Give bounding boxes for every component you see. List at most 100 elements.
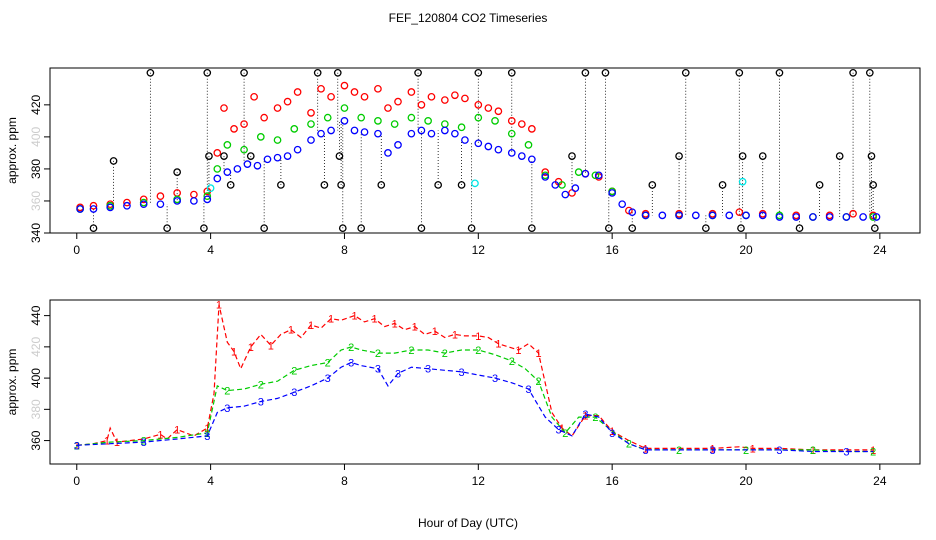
- top-panel: 0 4 8 12 16 20 24 340 380 420 360 400 approx. ppm: [5, 67, 921, 257]
- point-series-qc: [648, 181, 657, 189]
- marker-series-2: 2: [475, 345, 481, 357]
- marker-series-3: 3: [141, 437, 147, 449]
- x-tick-label: 8: [341, 474, 348, 488]
- point-series-3: [618, 200, 627, 209]
- marker-series-3: 3: [492, 373, 498, 385]
- marker-series-1: 1: [231, 347, 237, 359]
- point-series-3: [213, 174, 222, 183]
- point-series-qc: [681, 68, 690, 77]
- x-tick-label: 20: [739, 474, 753, 488]
- point-series-1: [327, 92, 335, 101]
- point-series-qc: [109, 157, 118, 165]
- point-series-3: [173, 197, 182, 205]
- point-series-3: [725, 211, 734, 220]
- point-series-qc: [313, 68, 322, 77]
- marker-series-1: 1: [104, 436, 110, 448]
- point-series-qc: [226, 181, 235, 189]
- point-series-qc: [200, 224, 208, 233]
- point-series-3: [340, 117, 349, 125]
- y-minor-tick-label: 360: [29, 191, 43, 211]
- point-series-2: [357, 113, 366, 122]
- point-series-2: [507, 129, 516, 138]
- point-series-qc: [835, 152, 844, 160]
- marker-series-1: 1: [372, 314, 378, 326]
- point-series-1: [220, 104, 228, 112]
- marker-series-1: 1: [432, 326, 438, 338]
- marker-series-2: 2: [743, 445, 749, 457]
- point-series-qc: [146, 68, 155, 77]
- point-series-3: [106, 203, 115, 212]
- marker-series-2: 2: [348, 342, 354, 354]
- x-tick-label: 16: [605, 243, 619, 257]
- point-series-qc: [205, 152, 213, 160]
- y-tick-label: 440: [29, 305, 43, 325]
- point-series-qc: [601, 68, 610, 77]
- point-series-1: [527, 125, 536, 133]
- point-series-qc: [527, 224, 536, 233]
- point-series-qc: [457, 181, 466, 189]
- point-series-1: [384, 104, 392, 112]
- point-series-1: [451, 91, 459, 100]
- marker-series-2: 2: [375, 348, 381, 360]
- point-series-2: [340, 104, 349, 112]
- point-series-qc: [89, 224, 98, 233]
- point-series-qc: [870, 224, 879, 233]
- point-series-2: [474, 113, 483, 122]
- marker-series-1: 1: [204, 423, 210, 435]
- point-series-3: [360, 128, 369, 136]
- point-series-3: [842, 213, 851, 221]
- point-series-2: [273, 136, 282, 144]
- point-series-qc: [581, 68, 590, 77]
- marker-series-2: 2: [224, 386, 230, 398]
- point-series-1: [139, 195, 148, 204]
- marker-series-1: 1: [515, 345, 521, 357]
- chart-title: FEF_120804 CO2 Timeseries: [389, 11, 548, 25]
- point-series-2: [223, 141, 232, 149]
- point-series-1: [427, 92, 436, 101]
- y-minor-tick-label: 400: [29, 127, 43, 147]
- point-series-2: [374, 117, 382, 125]
- marker-series-3: 3: [525, 384, 531, 396]
- point-series-3: [350, 126, 359, 135]
- point-series-qc: [467, 224, 476, 233]
- point-series-3: [872, 213, 881, 221]
- point-series-2: [574, 168, 583, 176]
- marker-series-2: 2: [442, 348, 448, 360]
- point-series-qc: [320, 181, 329, 189]
- y-minor-tick-label: 380: [29, 399, 43, 419]
- marker-series-3: 3: [609, 428, 615, 440]
- point-series-cal: [738, 177, 747, 186]
- point-series-1: [517, 120, 526, 128]
- marker-series-1: 1: [392, 318, 398, 330]
- point-series-qc: [867, 152, 876, 160]
- marker-series-1: 1: [74, 440, 80, 452]
- point-series-2: [591, 171, 600, 180]
- point-series-3: [561, 190, 570, 199]
- point-series-1: [735, 208, 744, 217]
- point-series-3: [253, 161, 262, 170]
- marker-series-3: 3: [395, 368, 401, 380]
- marker-series-1: 1: [475, 331, 481, 343]
- point-series-3: [809, 213, 817, 221]
- point-series-1: [273, 104, 282, 112]
- marker-series-2: 2: [810, 445, 816, 457]
- point-series-qc: [737, 224, 745, 233]
- point-series-3: [223, 168, 232, 176]
- point-series-3: [494, 145, 503, 154]
- point-series-1: [494, 107, 503, 116]
- point-series-2: [424, 117, 432, 125]
- marker-series-3: 3: [74, 440, 80, 452]
- point-series-3: [594, 171, 603, 180]
- x-tick-label: 4: [207, 243, 214, 257]
- point-series-1: [213, 149, 222, 157]
- point-series-2: [307, 120, 315, 128]
- point-series-1: [461, 94, 469, 103]
- marker-series-3: 3: [643, 445, 649, 457]
- point-series-2: [407, 113, 416, 122]
- point-series-qc: [246, 152, 255, 160]
- point-series-3: [571, 184, 580, 192]
- x-tick-label: 12: [472, 243, 486, 257]
- point-series-3: [293, 145, 302, 154]
- point-series-qc: [337, 181, 345, 189]
- x-tick-label: 24: [873, 474, 887, 488]
